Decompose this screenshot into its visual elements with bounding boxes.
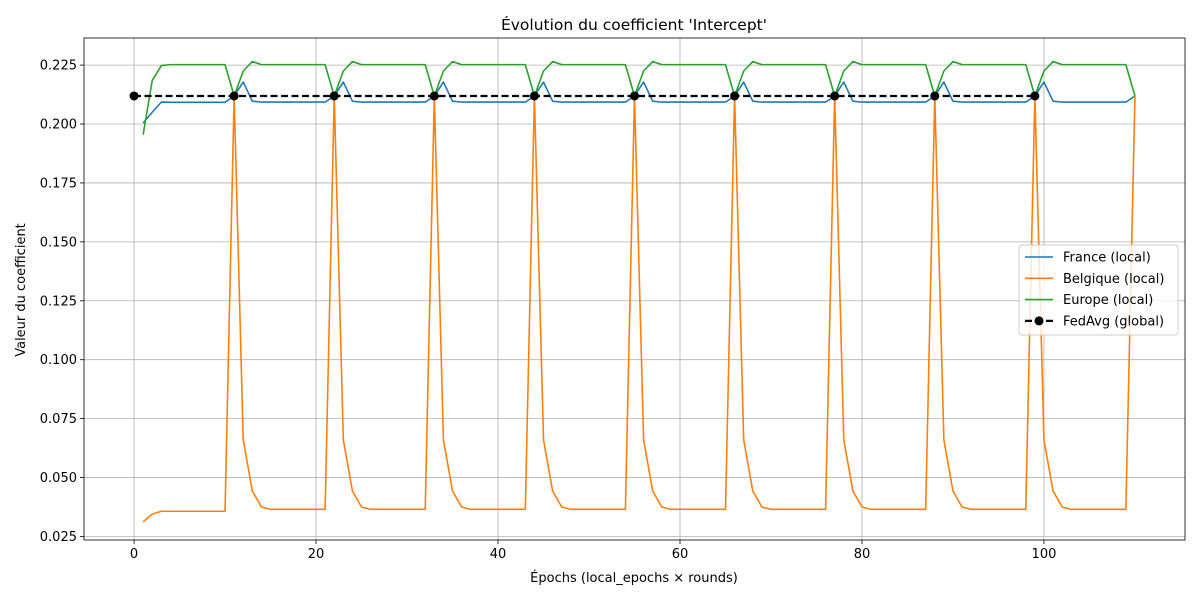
y-tick-label: 0.150 [40,235,77,250]
data-point-fedavg-global [1030,91,1040,101]
data-point-fedavg-global [630,91,639,101]
y-tick-label: 0.050 [40,471,77,486]
y-axis-title: Valeur du coefficient [14,223,29,357]
y-tick-label: 0.225 [40,59,77,74]
data-point-fedavg-global [830,91,840,101]
data-point-fedavg-global [129,91,139,101]
data-point-fedavg-global [730,91,740,101]
legend-marker-fedavg-global [1034,316,1044,326]
series-line-belgique-local [142,95,1136,523]
series-line-france-local [142,81,1136,124]
plot-area-frame [83,37,1186,541]
legend-box [1018,244,1179,336]
data-point-fedavg-global [429,91,439,101]
x-axis: 0 20 40 60 80 100 [130,540,1056,562]
series-line-europe-local [142,60,1136,135]
y-tick-label: 0.025 [40,530,77,545]
x-tick-label: 40 [490,547,507,562]
x-tick-label: 60 [672,547,689,562]
legend-label-europe-local: Europe (local) [1063,293,1153,308]
data-point-fedavg-global [930,91,940,101]
series-layer [129,60,1136,523]
y-tick-label: 0.125 [40,294,77,309]
data-point-fedavg-global [529,91,539,101]
data-point-fedavg-global [329,91,339,101]
legend-label-fedavg-global: FedAvg (global) [1063,314,1164,329]
y-axis: 0.025 0.050 0.075 0.100 0.125 0.150 0.175 0.200… [40,59,84,545]
y-tick-label: 0.075 [40,412,77,427]
legend-label-belgique-local: Belgique (local) [1063,272,1164,287]
y-tick-label: 0.200 [40,118,77,133]
chart-title: Évolution du coefficient 'Intercept' [501,15,767,34]
legend-label-france-local: France (local) [1063,251,1151,266]
x-tick-label: 100 [1032,547,1057,562]
x-tick-label: 0 [130,547,138,562]
x-axis-title: Épochs (local_epochs × rounds) [530,570,738,586]
x-tick-label: 20 [308,547,325,562]
data-point-fedavg-global [229,91,239,101]
legend: France (local) Belgique (local) Europe (lo… [1018,244,1179,336]
y-tick-label: 0.175 [40,176,77,191]
x-tick-label: 80 [854,547,871,562]
y-tick-label: 0.100 [40,353,77,368]
